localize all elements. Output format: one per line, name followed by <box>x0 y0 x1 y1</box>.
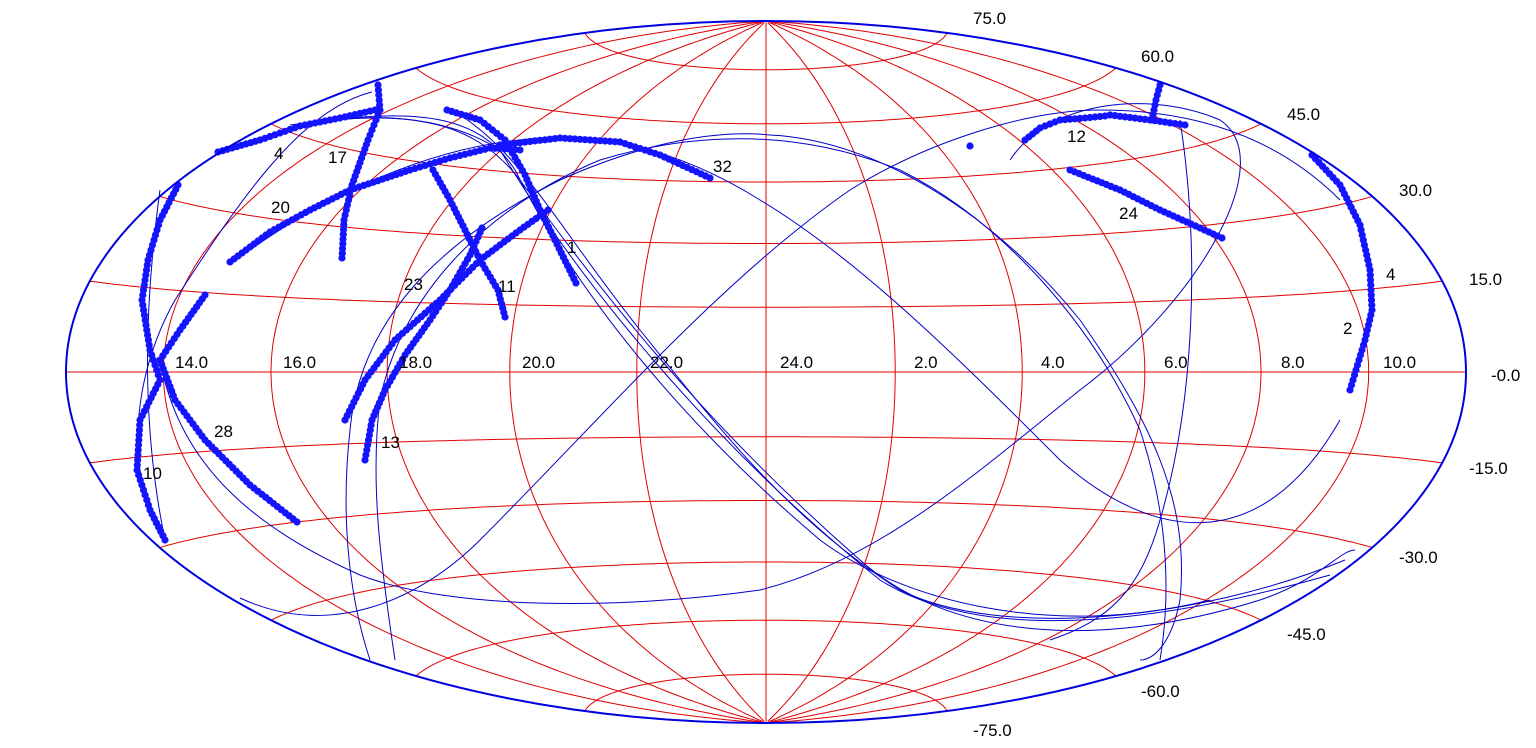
dec-gridline-15 <box>89 280 1443 308</box>
dec-gridline--30 <box>159 500 1373 548</box>
orbit-track <box>1049 119 1193 641</box>
ra-label-2: 2.0 <box>914 353 938 372</box>
dec-label-m15: -15.0 <box>1469 459 1508 478</box>
observation-point <box>706 174 714 182</box>
dec-gridline-45 <box>270 123 1262 183</box>
dec-gridline--45 <box>270 561 1262 621</box>
orbit-track <box>375 138 1167 661</box>
track-label-32: 32 <box>713 157 732 176</box>
dec-gridline--60 <box>415 619 1117 677</box>
track-label-23: 23 <box>404 275 423 294</box>
ra-label-18: 18.0 <box>399 353 432 372</box>
dec-label-45: 45.0 <box>1287 105 1320 124</box>
orbit-track <box>239 109 1341 616</box>
observation-point <box>478 224 486 232</box>
dec-label-m60: -60.0 <box>1141 682 1180 701</box>
track-label-1: 1 <box>567 238 576 257</box>
dec-gridline--15 <box>89 436 1443 464</box>
track-label-17: 17 <box>328 148 347 167</box>
observation-point <box>966 142 974 150</box>
observation-points <box>133 81 1376 544</box>
observation-point <box>1181 121 1189 129</box>
observation-point <box>161 536 169 544</box>
ra-label-14: 14.0 <box>175 353 208 372</box>
dec-gridline-75 <box>584 32 948 71</box>
observation-point <box>1218 234 1226 242</box>
ra-label-10: 10.0 <box>1383 353 1416 372</box>
observation-point <box>544 206 552 214</box>
coordinate-grid <box>66 20 1466 724</box>
dec-label-15: 15.0 <box>1469 270 1502 289</box>
track-label-20: 20 <box>271 198 290 217</box>
dec-label-60: 60.0 <box>1141 47 1174 66</box>
orbit-track <box>329 115 1211 617</box>
track-label-2: 2 <box>1343 319 1352 338</box>
track-label-28: 28 <box>214 422 233 441</box>
ra-label-20: 20.0 <box>522 353 555 372</box>
orbit-track <box>159 103 1241 605</box>
observation-point <box>338 254 346 262</box>
observation-point <box>1148 116 1156 124</box>
dec-gridline-60 <box>415 67 1117 125</box>
observation-point <box>1346 386 1354 394</box>
orbit-tracks <box>137 91 1356 661</box>
orbit-track <box>249 137 1341 523</box>
observation-point <box>501 313 509 321</box>
track-label-4-right: 4 <box>1386 265 1395 284</box>
dec-gridline--75 <box>584 673 948 712</box>
dec-label-m45: -45.0 <box>1287 625 1326 644</box>
orbit-track <box>289 117 1356 631</box>
orbit-track <box>454 111 1346 619</box>
ra-label-6: 6.0 <box>1164 353 1188 372</box>
dec-label-75: 75.0 <box>973 9 1006 28</box>
dec-label-30: 30.0 <box>1399 181 1432 200</box>
track-label-11: 11 <box>498 277 516 296</box>
projection-boundary <box>65 20 1467 724</box>
observation-point <box>516 146 524 154</box>
ra-label-8: 8.0 <box>1281 353 1305 372</box>
observation-point <box>572 279 580 287</box>
dec-label-m30: -30.0 <box>1399 548 1438 567</box>
observation-point <box>293 518 301 526</box>
dec-gridline-30 <box>159 196 1373 244</box>
ra-label-4: 4.0 <box>1041 353 1065 372</box>
track-label-24: 24 <box>1119 204 1138 223</box>
orbit-track <box>299 117 1331 622</box>
dec-label-0: -0.0 <box>1491 366 1520 385</box>
track-label-12: 12 <box>1067 127 1086 146</box>
track-label-10: 10 <box>143 464 162 483</box>
dec-label-m75: -75.0 <box>973 721 1012 740</box>
track-label-4-left: 4 <box>274 144 283 163</box>
track-label-13: 13 <box>381 433 400 452</box>
ra-label-24: 24.0 <box>780 353 813 372</box>
orbit-track <box>345 133 1183 661</box>
ra-label-22: 22.0 <box>650 353 683 372</box>
ra-label-16: 16.0 <box>283 353 316 372</box>
